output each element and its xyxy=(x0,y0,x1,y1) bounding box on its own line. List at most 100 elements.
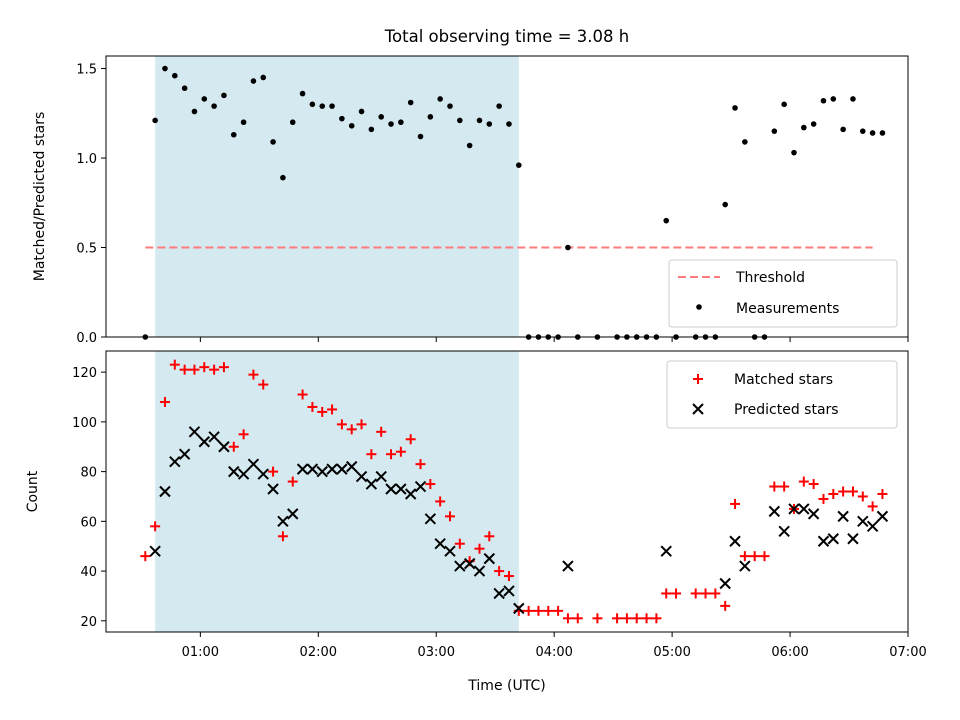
matched-star-point xyxy=(828,488,839,499)
matched-star-point xyxy=(612,613,623,624)
count-y-tick-label: 60 xyxy=(80,515,97,530)
measurement-point xyxy=(447,103,453,109)
measurement-point xyxy=(850,96,856,102)
ratio-y-axis-label: Matched/Predicted stars xyxy=(32,112,48,282)
matched-star-point xyxy=(346,424,357,435)
matched-star-point xyxy=(238,429,249,440)
matched-star-point xyxy=(592,613,603,624)
matched-star-point xyxy=(159,396,170,407)
measurement-point xyxy=(319,103,326,109)
matched-star-point xyxy=(415,459,426,470)
legend-measurements-label: Measurements xyxy=(736,301,839,317)
count-y-tick-label: 20 xyxy=(80,615,97,630)
predicted-star-point xyxy=(336,463,348,475)
predicted-star-point xyxy=(473,565,486,577)
predicted-star-point xyxy=(385,483,397,495)
predicted-star-point xyxy=(847,533,859,545)
predicted-star-point xyxy=(346,460,358,473)
matched-star-point xyxy=(395,446,406,457)
measurement-point xyxy=(791,149,797,156)
matched-star-point xyxy=(386,449,397,460)
matched-star-point xyxy=(268,466,279,477)
predicted-star-point xyxy=(277,515,289,528)
x-tick-label: 04:00 xyxy=(535,645,572,660)
ratio-y-tick-label: 1.5 xyxy=(76,63,97,78)
ratio-plot-frame xyxy=(105,55,909,338)
count-y-tick-label: 100 xyxy=(72,416,97,431)
matched-star-points xyxy=(140,359,888,624)
measurement-point xyxy=(388,121,394,127)
matched-star-point xyxy=(857,491,868,502)
matched-star-point xyxy=(307,401,318,412)
predicted-star-point xyxy=(178,448,191,460)
matched-star-point xyxy=(425,479,436,490)
observing-window-shade xyxy=(155,56,519,337)
measurement-point xyxy=(506,121,512,127)
legend-threshold-label: Threshold xyxy=(735,270,805,286)
matched-star-point xyxy=(818,493,829,504)
matched-star-point xyxy=(553,605,564,616)
matched-star-point xyxy=(179,364,190,375)
measurement-point xyxy=(879,130,886,136)
matched-star-point xyxy=(356,419,367,430)
matched-star-point xyxy=(474,543,485,554)
measurement-point xyxy=(309,101,316,108)
predicted-star-point xyxy=(188,426,201,438)
measurement-point xyxy=(250,78,257,84)
matched-star-point xyxy=(847,486,858,497)
measurement-point xyxy=(486,121,493,127)
predicted-star-point xyxy=(719,577,731,590)
measurement-point xyxy=(289,119,296,126)
count-y-ticks: 20 40 60 80 100 120 xyxy=(72,366,106,630)
matched-star-point xyxy=(503,571,514,582)
predicted-star-point xyxy=(513,602,525,615)
matched-star-point xyxy=(484,531,495,542)
measurement-point xyxy=(742,139,748,145)
matched-star-point xyxy=(690,588,701,599)
matched-star-point xyxy=(317,406,328,417)
matched-star-point xyxy=(327,404,338,415)
count-y-tick-label: 40 xyxy=(80,565,97,580)
ratio-y-tick-label: 0.0 xyxy=(76,331,97,346)
measurement-point xyxy=(771,128,778,134)
predicted-star-point xyxy=(463,557,476,570)
matched-star-point xyxy=(621,613,632,624)
chart-title: Total observing time = 3.08 h xyxy=(384,27,629,46)
legend-matched-marker xyxy=(693,374,703,384)
predicted-star-point xyxy=(228,465,240,478)
measurement-point xyxy=(820,97,827,104)
predicted-star-point xyxy=(778,525,790,537)
matched-star-point xyxy=(336,419,347,430)
measurement-point xyxy=(457,117,463,124)
predicted-star-point xyxy=(247,458,260,470)
predicted-star-point xyxy=(768,505,781,518)
predicted-star-point xyxy=(857,515,869,528)
measurement-point xyxy=(201,96,208,102)
predicted-star-point xyxy=(562,560,574,572)
count-y-axis-label: Count xyxy=(25,470,41,512)
measurement-point xyxy=(162,65,168,72)
predicted-star-point xyxy=(788,503,800,515)
matched-star-point xyxy=(405,434,416,445)
x-tick-label: 06:00 xyxy=(771,645,808,660)
predicted-star-point xyxy=(807,508,820,520)
measurement-point xyxy=(407,99,414,106)
count-y-tick-label: 120 xyxy=(72,366,97,381)
ratio-legend: Threshold Measurements xyxy=(668,259,898,328)
measurement-point xyxy=(398,119,404,126)
ratio-x-ticks xyxy=(199,337,909,342)
matched-star-point xyxy=(287,476,298,487)
matched-star-point xyxy=(543,605,554,616)
x-axis-label: Time (UTC) xyxy=(467,678,545,694)
matched-star-point xyxy=(523,605,534,616)
measurement-points xyxy=(142,65,886,340)
matched-star-point xyxy=(454,538,465,549)
matched-star-point xyxy=(277,531,288,542)
measurement-point xyxy=(859,128,866,134)
matched-star-point xyxy=(150,521,161,532)
observing-window-shade xyxy=(155,351,519,632)
measurement-point xyxy=(260,74,267,81)
x-tick-label: 03:00 xyxy=(418,645,455,660)
predicted-star-point xyxy=(493,587,505,600)
